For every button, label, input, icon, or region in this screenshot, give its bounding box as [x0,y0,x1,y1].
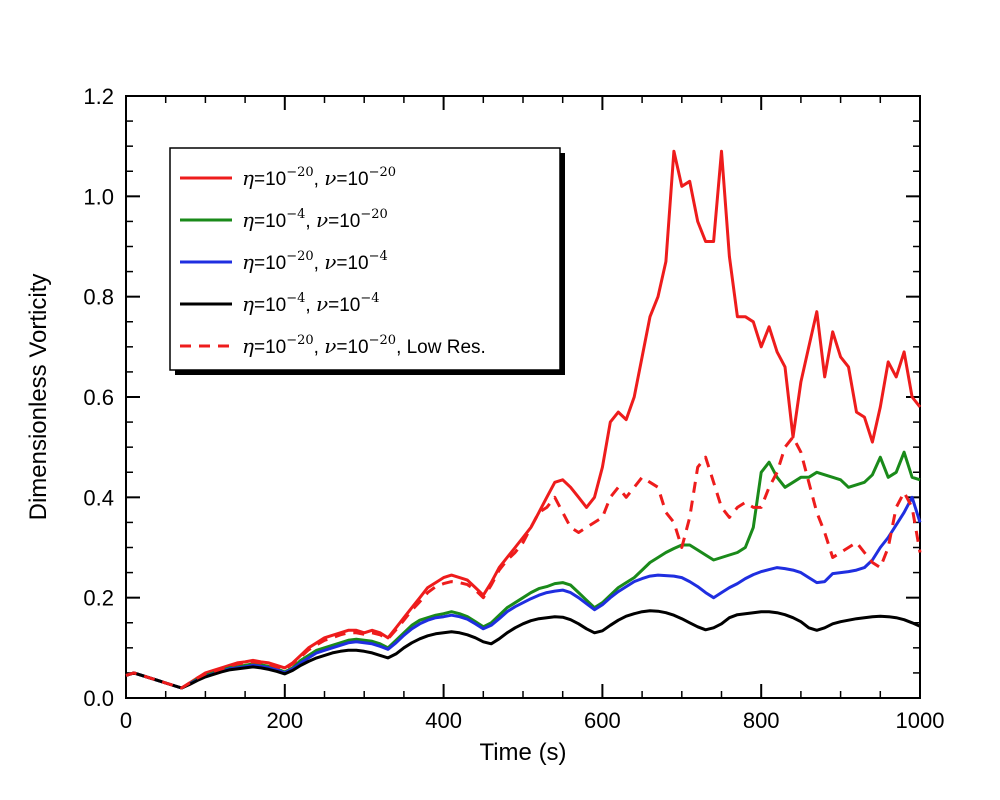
series-layer [125,149,922,690]
y-tick-label: 1.0 [83,184,114,209]
y-tick-label: 0.6 [83,385,114,410]
series-line-4 [125,609,921,690]
x-tick-label: 800 [743,708,780,733]
legend-label-3: η=10−20, ν=10−4 [242,249,388,274]
x-tick-label: 400 [425,708,462,733]
series-line-5 [125,435,922,690]
y-tick-label: 1.2 [83,84,114,109]
legend-label-4: η=10−4, ν=10−4 [242,291,380,316]
x-tick-label: 1000 [896,708,945,733]
legend-label-1: η=10−20, ν=10−20 [242,165,396,190]
x-tick-label: 0 [120,708,132,733]
y-tick-label: 0.2 [83,586,114,611]
legend-label-5: η=10−20, ν=10−20, Low Res. [242,333,486,358]
legend: η=10−20, ν=10−20 η=10−4, ν=10−20 η=10−20, … [169,147,565,375]
y-axis-label: Dimensionless Vorticity [25,274,52,521]
series-line-3 [125,495,922,690]
axis-ticks [125,95,921,699]
x-tick-label: 600 [584,708,621,733]
y-tick-labels: 0.0 0.2 0.4 0.6 0.8 1.0 1.2 [83,84,114,711]
legend-label-2: η=10−4, ν=10−20 [242,207,388,232]
legend-box [169,147,561,371]
series-line-2 [125,450,921,690]
y-tick-label: 0.8 [83,285,114,310]
x-tick-labels: 0 200 400 600 800 1000 [120,708,945,733]
y-tick-label: 0.0 [83,686,114,711]
x-tick-label: 200 [266,708,303,733]
x-axis-label: Time (s) [479,739,566,766]
y-tick-label: 0.4 [83,485,114,510]
